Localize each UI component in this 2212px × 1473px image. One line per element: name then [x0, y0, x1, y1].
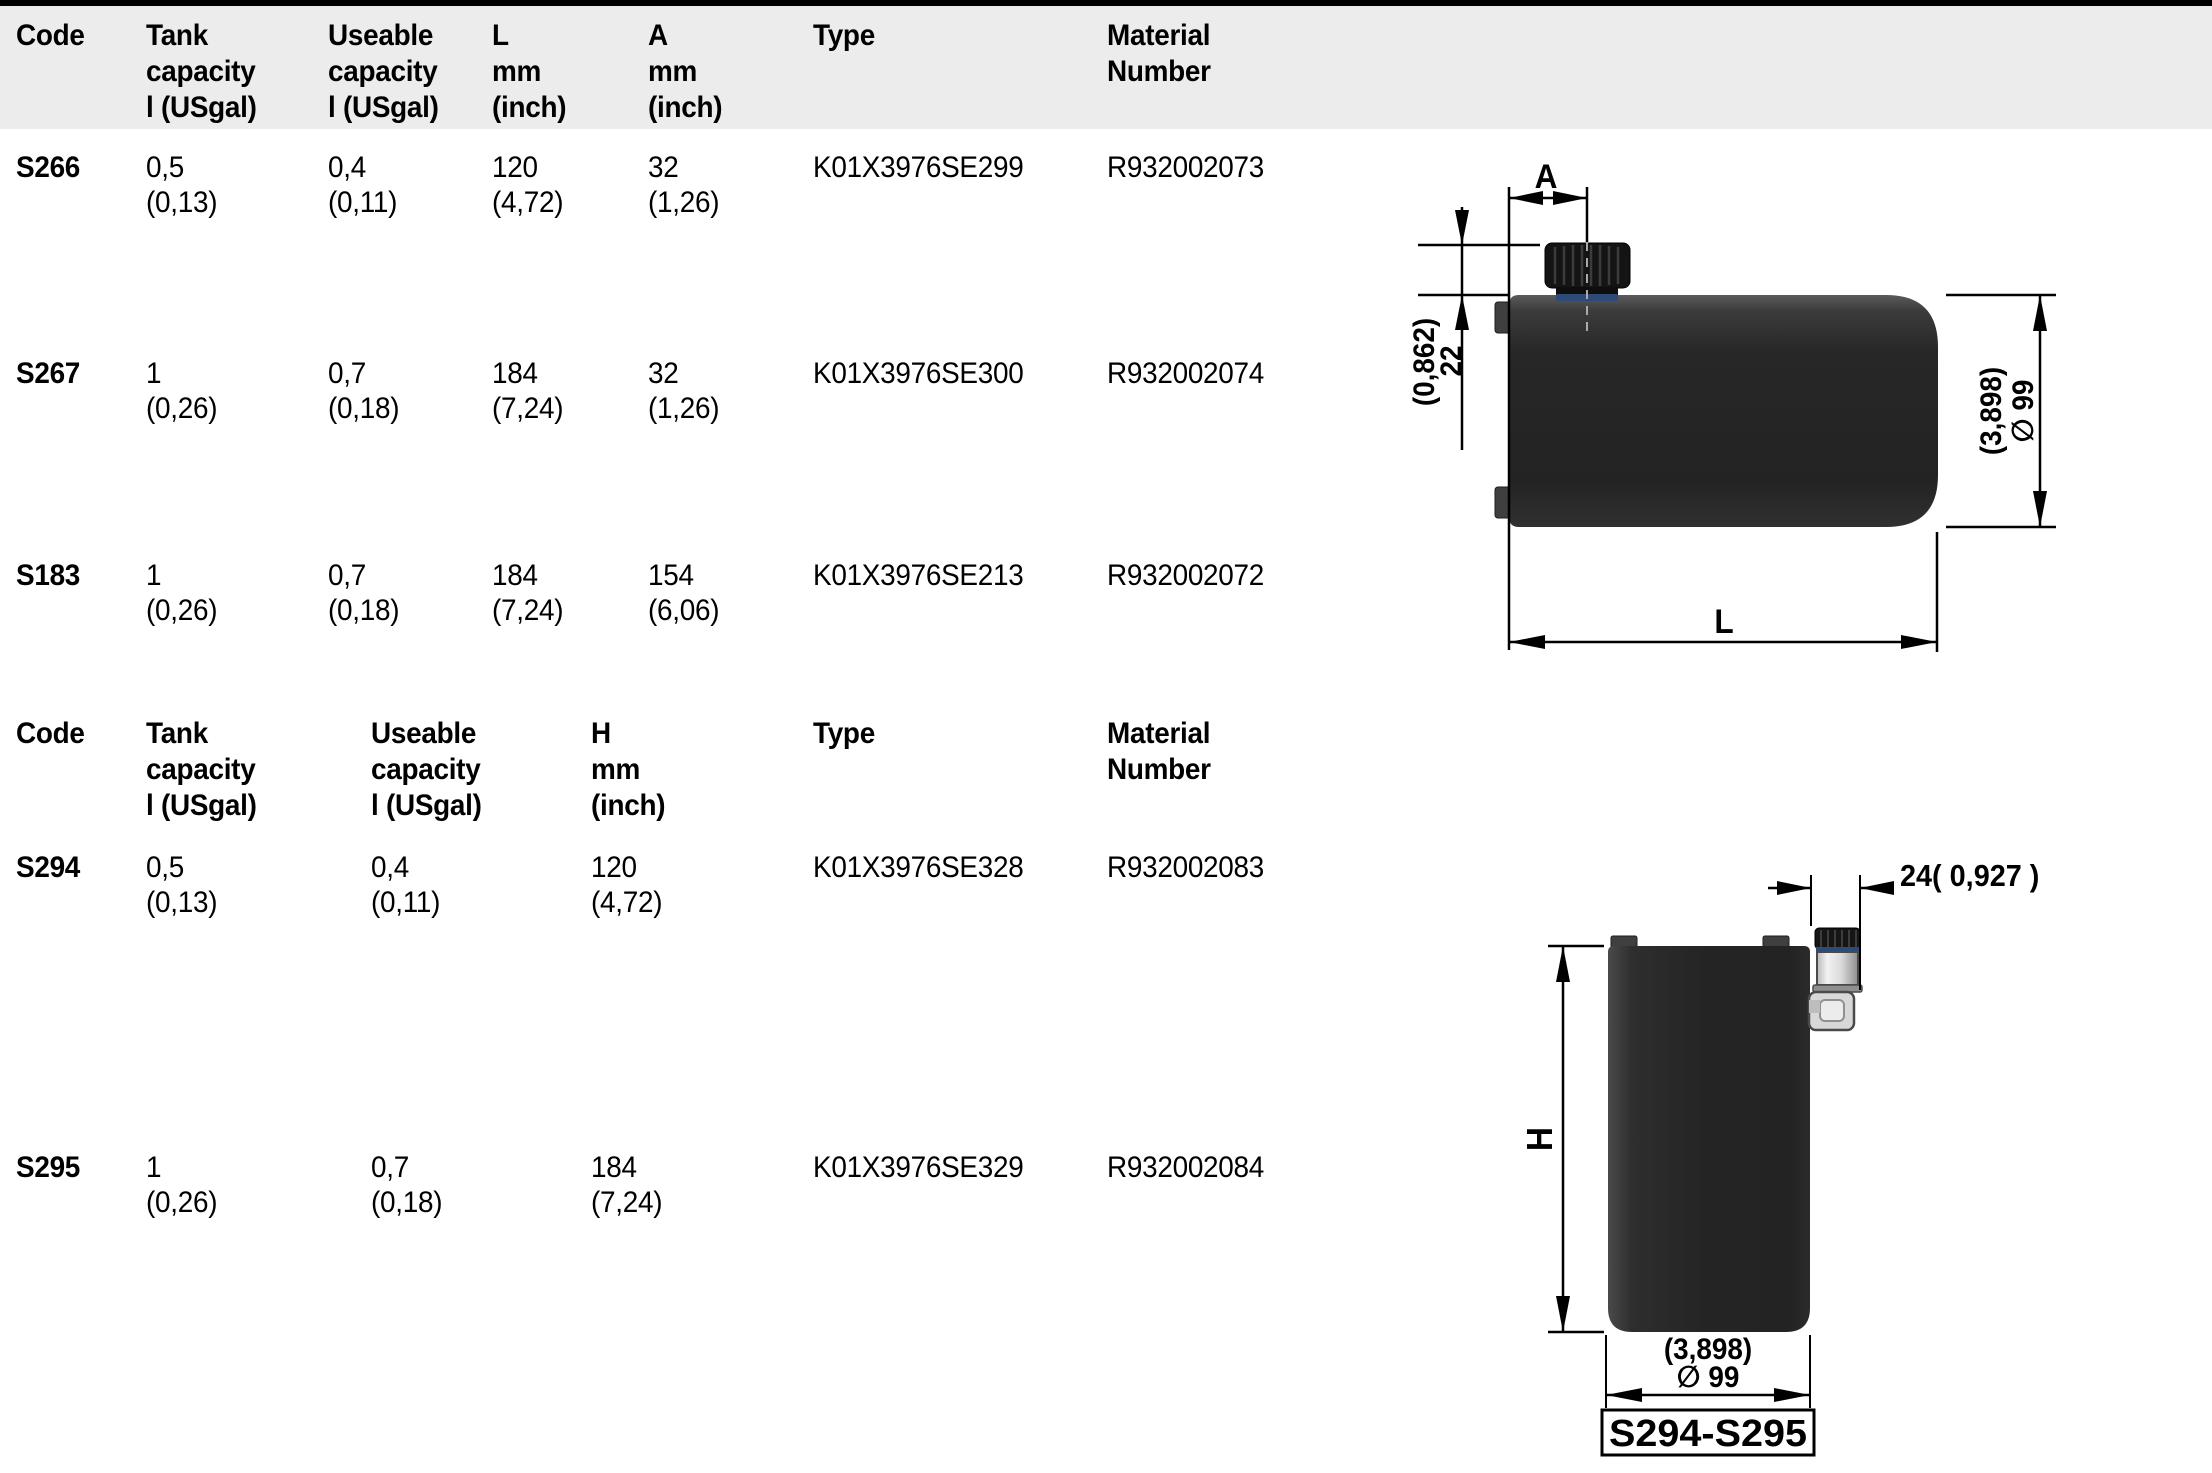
dim-l-label: L — [1714, 602, 1733, 640]
tank2-cap-blue-ring — [1816, 947, 1859, 952]
table2-header-useable: Useable capacity l (USgal) — [371, 717, 482, 822]
table1-row2-a: 32 (1,26) — [648, 357, 720, 425]
dim-dia-mm-label: ∅ 99 — [2007, 380, 2040, 443]
table2-header-tank: Tank capacity l (USgal) — [146, 717, 257, 822]
technical-drawing-horizontal-tank: A (0,862) 22 (3,898) ∅ 99 L — [1408, 157, 2056, 652]
table1-row1-type: K01X3976SE299 — [813, 151, 1024, 184]
technical-drawing-vertical-tank: 24( 0,927 ) H (3,898) ∅ 99 S294-S295 — [1521, 859, 2039, 1457]
table2-row1-code: S294 — [16, 851, 81, 884]
table2-row2-type: K01X3976SE329 — [813, 1151, 1024, 1184]
table1-row1-material: R932002073 — [1107, 151, 1265, 184]
dim-dia-inch-label: (3,898) — [1975, 367, 2008, 455]
table1-header-code: Code — [16, 19, 85, 52]
table1-row2-useable: 0,7 (0,18) — [328, 357, 400, 425]
table2-header-type: Type — [813, 717, 875, 750]
dim-22-mm-label: 22 — [1435, 345, 1468, 376]
table1-row1-code: S266 — [16, 151, 81, 184]
table2-row2-material: R932002084 — [1107, 1151, 1265, 1184]
table1-row3-type: K01X3976SE213 — [813, 559, 1024, 592]
dim-dia2-inch-label: (3,898) — [1664, 1333, 1752, 1366]
dim-22-inch-label: (0,862) — [1408, 318, 1441, 406]
table1-row3-l: 184 (7,24) — [492, 559, 564, 627]
table2-row1-material: R932002083 — [1107, 851, 1265, 884]
table2-row1-h: 120 (4,72) — [591, 851, 663, 919]
table1-header-material: Material Number — [1107, 19, 1211, 88]
table1-row3-code: S183 — [16, 559, 81, 592]
table1-header-type: Type — [813, 19, 875, 52]
tank2-body — [1608, 946, 1810, 1332]
table2-row2-tank: 1 (0,26) — [146, 1151, 218, 1219]
table1-row2-l: 184 (7,24) — [492, 357, 564, 425]
dim-24-label: 24( 0,927 ) — [1900, 859, 2039, 893]
table1-row3-material: R932002072 — [1107, 559, 1265, 592]
tank2-filler-valve — [1807, 927, 1863, 1032]
table2-row2-code: S295 — [16, 1151, 81, 1184]
table1-row3-a: 154 (6,06) — [648, 559, 720, 627]
dim-arrowheads — [1455, 191, 2047, 649]
table1-row1-a: 32 (1,26) — [648, 151, 720, 219]
caption-box — [1600, 1408, 1816, 1457]
table2-header-band — [0, 0, 2212, 129]
dim-h-label: H — [1521, 1127, 1560, 1151]
table2-header-material: Material Number — [1107, 717, 1211, 786]
table1-row3-tank: 1 (0,26) — [146, 559, 218, 627]
table2-row1-tank: 0,5 (0,13) — [146, 851, 218, 919]
tank2-elbow-port — [1819, 999, 1845, 1022]
dim-arrowheads — [1556, 881, 1894, 1402]
dim-dia2-mm-label: ∅ 99 — [1677, 1361, 1740, 1394]
table1-row2-material: R932002074 — [1107, 357, 1265, 390]
tank2-cap-silver-body — [1816, 951, 1859, 986]
table1-row2-tank: 1 (0,26) — [146, 357, 218, 425]
table1-header-tank: Tank capacity l (USgal) — [146, 19, 257, 124]
table1-header-a: A mm (inch) — [648, 19, 723, 124]
table1-row1-l: 120 (4,72) — [492, 151, 564, 219]
table1-row1-tank: 0,5 (0,13) — [146, 151, 218, 219]
caption-label: S294-S295 — [1609, 1413, 1807, 1455]
table2-header-code: Code — [16, 717, 85, 750]
table1-header-useable: Useable capacity l (USgal) — [328, 19, 439, 124]
table1-row3-useable: 0,7 (0,18) — [328, 559, 400, 627]
table2-row2-useable: 0,7 (0,18) — [371, 1151, 443, 1219]
table2-row1-useable: 0,4 (0,11) — [371, 851, 441, 919]
page-bottom-rule — [0, 0, 2212, 5]
tank1-body — [1509, 295, 1938, 527]
table1-header-l: L mm (inch) — [492, 19, 567, 124]
table2-row1-type: K01X3976SE328 — [813, 851, 1024, 884]
table1-row2-type: K01X3976SE300 — [813, 357, 1024, 390]
dim-a-label: A — [1535, 157, 1558, 195]
table2-row2-h: 184 (7,24) — [591, 1151, 663, 1219]
table1-row1-useable: 0,4 (0,11) — [328, 151, 398, 219]
table1-row2-code: S267 — [16, 357, 81, 390]
table2-header-h: H mm (inch) — [591, 717, 666, 822]
